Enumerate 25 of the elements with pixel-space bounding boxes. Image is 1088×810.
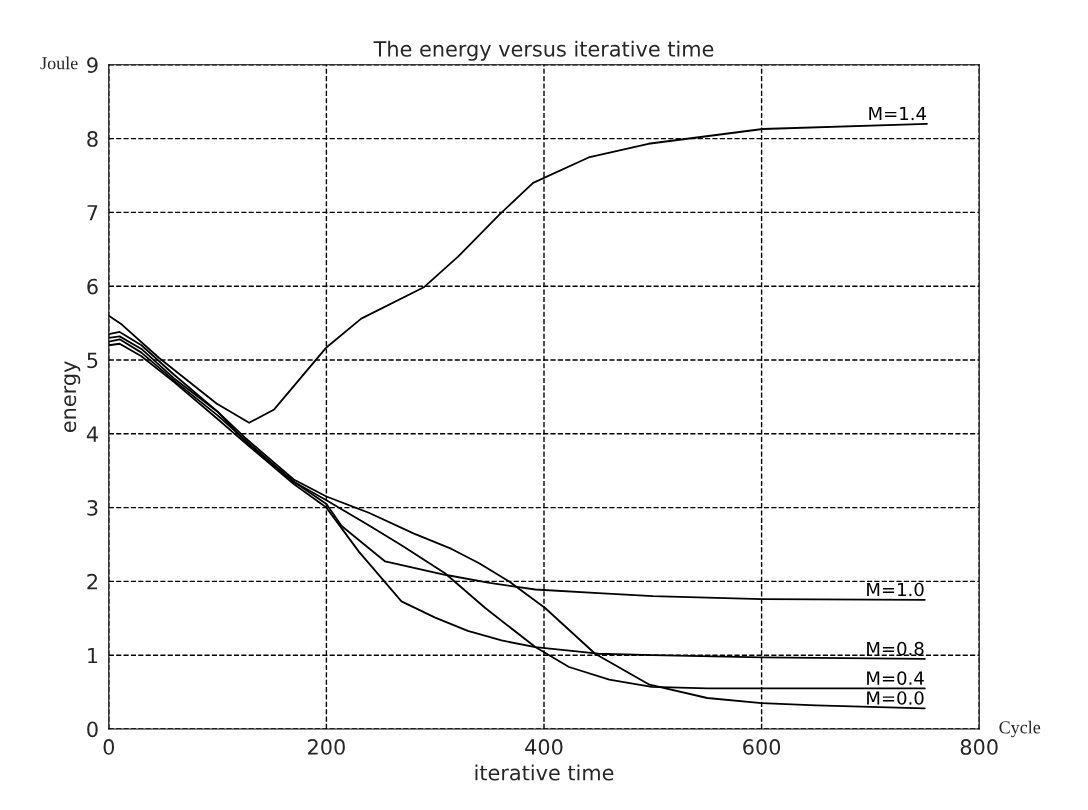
y-tick-label: 5 [87, 352, 98, 369]
series-label: M=0.4 [867, 671, 924, 685]
y-tick-label: 6 [87, 278, 98, 295]
chart-title: The energy versus iterative time [373, 40, 714, 61]
x-tick-label: 400 [525, 739, 563, 755]
series-label: M=0.8 [867, 641, 924, 656]
x-tick-label: 600 [743, 739, 781, 755]
y-tick-label: 4 [86, 426, 98, 442]
x-tick-label: 0 [103, 739, 115, 755]
y-axis-title: energy [64, 361, 81, 433]
x-axis-title: iterative time [475, 764, 614, 781]
text: Cycle [999, 720, 1041, 738]
y-tick-label: 8 [87, 131, 98, 147]
y-tick-label: 0 [87, 721, 98, 738]
y-tick-label: 3 [87, 500, 98, 516]
y-tick-label: 1 [88, 647, 98, 664]
y-tick-label: 7 [87, 205, 98, 221]
y-tick-label: 2 [87, 573, 97, 590]
series-label: M=1.4 [869, 106, 926, 121]
x-tick-label: 200 [308, 739, 345, 755]
y-tick-label: 9 [87, 57, 98, 74]
series-label: M=0.0 [867, 691, 924, 705]
x-tick-label: 800 [960, 739, 998, 755]
text: Joule [40, 56, 78, 70]
series-label: M=1.0 [867, 582, 924, 597]
